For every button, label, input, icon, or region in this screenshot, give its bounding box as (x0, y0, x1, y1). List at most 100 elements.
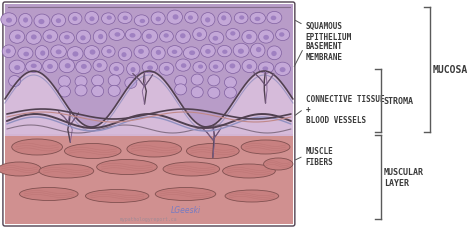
Ellipse shape (255, 18, 260, 22)
Ellipse shape (176, 60, 191, 72)
Text: MUSCULAR
LAYER: MUSCULAR LAYER (383, 168, 424, 187)
Ellipse shape (35, 46, 49, 60)
FancyBboxPatch shape (3, 3, 295, 226)
Ellipse shape (142, 30, 158, 44)
Ellipse shape (183, 48, 200, 60)
Ellipse shape (223, 164, 275, 178)
Ellipse shape (2, 46, 15, 58)
Ellipse shape (218, 46, 231, 57)
Ellipse shape (125, 78, 137, 89)
Ellipse shape (271, 52, 277, 57)
Ellipse shape (138, 50, 144, 55)
Ellipse shape (246, 35, 252, 40)
Ellipse shape (47, 65, 53, 70)
Ellipse shape (198, 65, 203, 69)
Ellipse shape (19, 188, 78, 201)
Ellipse shape (163, 162, 219, 176)
Ellipse shape (76, 31, 91, 45)
Ellipse shape (43, 31, 58, 43)
Ellipse shape (9, 76, 21, 87)
Ellipse shape (256, 48, 261, 53)
Polygon shape (5, 134, 293, 224)
Ellipse shape (201, 14, 215, 27)
Ellipse shape (18, 48, 33, 60)
Ellipse shape (90, 50, 95, 55)
Ellipse shape (107, 50, 112, 54)
Text: LGeeski: LGeeski (171, 205, 201, 214)
Ellipse shape (213, 65, 219, 70)
Ellipse shape (209, 32, 224, 45)
Ellipse shape (155, 17, 161, 22)
Ellipse shape (174, 76, 187, 87)
Ellipse shape (275, 63, 291, 76)
Ellipse shape (155, 188, 216, 201)
Ellipse shape (173, 15, 178, 21)
Ellipse shape (239, 16, 245, 21)
Ellipse shape (91, 76, 104, 87)
Ellipse shape (40, 51, 46, 57)
Ellipse shape (65, 64, 71, 69)
Ellipse shape (15, 35, 21, 40)
Ellipse shape (14, 66, 20, 71)
Ellipse shape (189, 51, 195, 56)
Ellipse shape (264, 158, 293, 170)
Ellipse shape (85, 190, 149, 203)
Ellipse shape (267, 47, 282, 60)
Ellipse shape (258, 31, 273, 44)
Ellipse shape (230, 32, 236, 36)
Text: MUCOSA: MUCOSA (432, 65, 468, 75)
Ellipse shape (193, 29, 207, 41)
Ellipse shape (174, 85, 187, 95)
Ellipse shape (167, 46, 182, 58)
Text: mypathologyreport.ca: mypathologyreport.ca (119, 216, 177, 221)
Ellipse shape (39, 164, 94, 178)
Ellipse shape (186, 144, 239, 159)
Ellipse shape (19, 14, 32, 28)
Ellipse shape (38, 20, 45, 25)
Ellipse shape (12, 139, 63, 155)
Ellipse shape (118, 13, 132, 25)
Ellipse shape (67, 47, 83, 61)
Ellipse shape (6, 19, 12, 24)
Ellipse shape (191, 75, 203, 86)
Ellipse shape (241, 140, 290, 154)
Ellipse shape (238, 49, 244, 55)
Ellipse shape (97, 160, 157, 175)
Ellipse shape (242, 31, 257, 45)
Ellipse shape (108, 86, 120, 97)
Ellipse shape (59, 33, 74, 45)
Ellipse shape (34, 15, 50, 29)
Ellipse shape (85, 12, 99, 25)
Ellipse shape (246, 65, 252, 70)
Ellipse shape (258, 63, 273, 74)
Ellipse shape (101, 14, 115, 25)
Ellipse shape (279, 33, 284, 38)
Ellipse shape (164, 67, 170, 71)
Ellipse shape (142, 62, 157, 74)
Text: MUSCLE
FIBERS: MUSCLE FIBERS (306, 147, 333, 166)
Ellipse shape (31, 35, 36, 40)
Ellipse shape (130, 68, 136, 73)
Ellipse shape (226, 29, 240, 41)
Ellipse shape (205, 18, 210, 23)
Ellipse shape (75, 76, 87, 87)
Ellipse shape (225, 190, 279, 202)
Ellipse shape (167, 11, 182, 25)
Ellipse shape (222, 50, 228, 55)
Ellipse shape (224, 77, 237, 88)
Ellipse shape (9, 31, 25, 44)
Ellipse shape (160, 31, 173, 43)
Ellipse shape (127, 63, 140, 76)
Ellipse shape (109, 30, 124, 41)
Ellipse shape (176, 31, 191, 44)
Ellipse shape (26, 61, 42, 73)
Ellipse shape (26, 32, 41, 45)
Ellipse shape (218, 13, 231, 27)
Ellipse shape (75, 85, 87, 97)
Ellipse shape (151, 13, 165, 26)
Ellipse shape (146, 35, 152, 40)
Ellipse shape (224, 88, 237, 99)
Ellipse shape (134, 16, 149, 27)
Ellipse shape (221, 16, 226, 21)
Ellipse shape (156, 51, 161, 56)
